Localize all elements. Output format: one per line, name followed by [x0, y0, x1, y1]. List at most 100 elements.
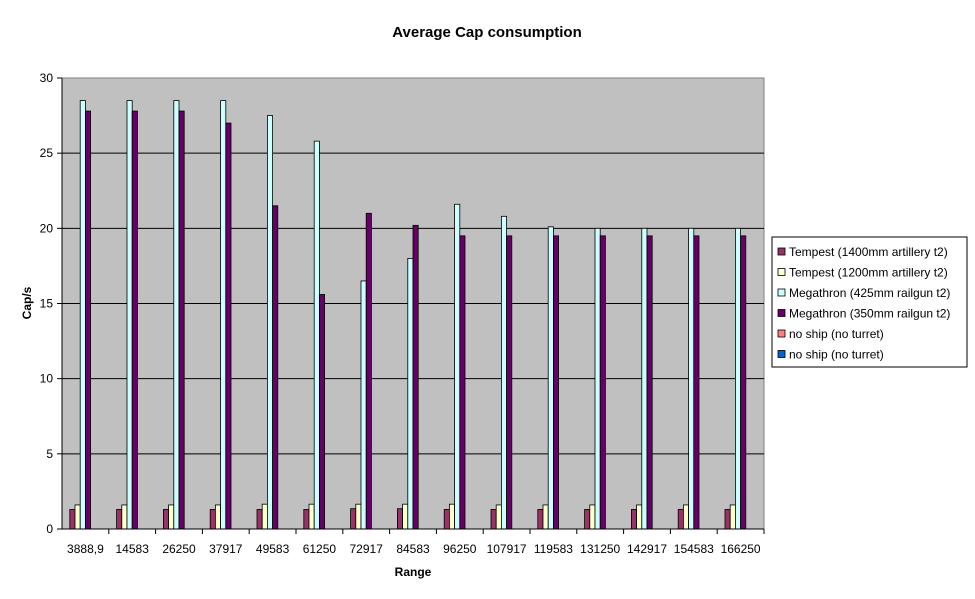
legend-entry: Tempest (1200mm artillery t2) — [789, 266, 948, 280]
bar — [594, 227, 601, 530]
bar — [225, 122, 232, 530]
x-axis-ticks: 3888,9 14583 26250 37917 49583 61250 72917 8458… — [67, 529, 765, 556]
y-tick-label: 0 — [46, 522, 53, 536]
legend-swatch — [777, 329, 786, 338]
x-axis-label: Range — [395, 565, 432, 579]
bar — [178, 110, 185, 530]
bar — [396, 508, 403, 530]
legend-swatch — [777, 268, 786, 276]
y-axis-label: Cap/s — [20, 286, 34, 319]
bar — [365, 212, 372, 530]
bar — [303, 509, 310, 530]
x-tick-label: 14583 — [116, 542, 150, 556]
bar — [683, 504, 690, 530]
legend-swatch — [777, 309, 786, 317]
legend-swatch — [777, 350, 786, 358]
bar — [636, 504, 643, 530]
bar — [355, 503, 362, 530]
y-tick-label: 30 — [40, 71, 54, 85]
x-tick-label: 131250 — [580, 542, 620, 556]
bar — [537, 509, 544, 530]
legend-swatch — [777, 288, 786, 297]
bar — [646, 235, 653, 530]
x-tick-label: 72917 — [350, 542, 384, 556]
bar — [256, 509, 263, 530]
x-tick-label: 26250 — [162, 542, 196, 556]
bar — [641, 227, 648, 530]
bar — [688, 227, 695, 530]
bar — [74, 504, 81, 530]
x-tick-label: 107917 — [487, 542, 527, 556]
bar — [448, 503, 455, 530]
y-tick-label: 10 — [40, 372, 54, 386]
bar — [454, 203, 461, 530]
x-tick-label: 3888,9 — [67, 542, 104, 556]
bar — [360, 280, 367, 530]
bar — [677, 509, 684, 530]
bar — [542, 504, 549, 530]
x-tick-label: 84583 — [396, 542, 430, 556]
bar — [220, 100, 227, 530]
legend-entry: Megathron (425mm railgun t2) — [789, 286, 950, 300]
bar — [589, 504, 596, 530]
bar — [402, 503, 409, 530]
legend: Tempest (1400mm artillery t2) Tempest (12… — [771, 236, 968, 368]
bar — [79, 100, 86, 530]
bar — [168, 504, 175, 530]
bar — [407, 257, 414, 530]
legend-entry: Megathron (350mm railgun t2) — [789, 307, 950, 321]
bar — [313, 140, 320, 530]
x-tick-label: 142917 — [627, 542, 667, 556]
bar — [735, 227, 742, 530]
bar — [506, 235, 513, 530]
x-tick-label: 61250 — [303, 542, 337, 556]
bars — [69, 100, 747, 530]
bar — [350, 508, 357, 530]
bar — [69, 509, 76, 530]
legend-box — [771, 236, 968, 368]
bar — [116, 509, 123, 530]
bar — [547, 226, 554, 530]
bar — [85, 110, 92, 530]
bar — [631, 509, 638, 530]
bar — [318, 294, 325, 530]
x-tick-label: 119583 — [534, 542, 573, 556]
bar — [599, 235, 606, 530]
legend-entry: Tempest (1400mm artillery t2) — [789, 245, 948, 259]
bar — [459, 235, 466, 530]
y-tick-label: 25 — [40, 146, 54, 160]
legend-swatch — [777, 247, 786, 256]
bar — [553, 235, 560, 530]
bar — [162, 509, 169, 530]
bar — [740, 235, 747, 530]
y-tick-label: 5 — [46, 447, 53, 461]
x-tick-label: 166250 — [721, 542, 761, 556]
bar — [495, 504, 502, 530]
bar — [729, 504, 736, 530]
y-axis-ticks: 0 5 10 15 20 25 30 — [40, 71, 62, 536]
bar — [724, 509, 731, 530]
y-tick-label: 20 — [40, 221, 54, 235]
bar — [121, 504, 128, 530]
bar — [412, 224, 419, 530]
y-tick-label: 15 — [40, 297, 54, 311]
bar — [209, 509, 216, 530]
bar — [693, 235, 700, 530]
bar — [261, 503, 268, 530]
bar — [443, 509, 450, 530]
x-tick-label: 49583 — [256, 542, 290, 556]
bar — [500, 215, 507, 530]
bar — [131, 110, 138, 530]
bar — [266, 115, 273, 530]
bar — [126, 100, 133, 530]
x-tick-label: 154583 — [674, 542, 714, 556]
chart-title: Average Cap consumption — [392, 24, 581, 41]
legend-entry: no ship (no turret) — [789, 348, 884, 362]
bar — [272, 205, 279, 530]
bar — [214, 504, 221, 530]
bar — [584, 509, 591, 530]
bar — [490, 509, 497, 530]
legend-entry: no ship (no turret) — [789, 327, 884, 341]
x-tick-label: 96250 — [443, 542, 477, 556]
